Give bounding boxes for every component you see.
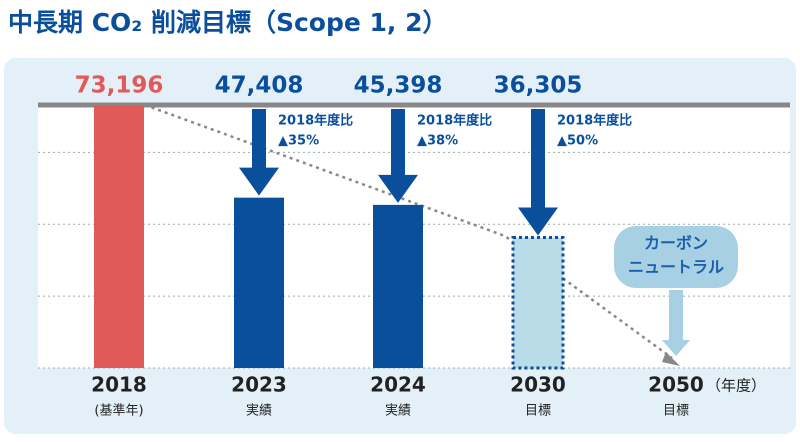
annotation: ▲35% — [278, 134, 319, 149]
bar — [511, 236, 565, 370]
x-sublabel: 目標 — [663, 404, 689, 419]
reduction-arrow — [378, 109, 418, 203]
badge-text: カーボン — [644, 234, 708, 253]
x-tick-label: 2024 — [370, 373, 426, 397]
badge-arrow — [662, 290, 690, 356]
bar — [94, 105, 144, 368]
badge-text: ニュートラル — [628, 258, 724, 277]
x-tick-label: 2030 — [510, 373, 566, 397]
x-sublabel: 実績 — [246, 403, 272, 419]
annotation: 2018年度比 — [278, 113, 353, 129]
value-label: 73,196 — [75, 73, 164, 99]
x-sublabel: 実績 — [385, 403, 411, 419]
x-sublabel: 目標 — [525, 404, 551, 419]
value-label: 45,398 — [354, 73, 443, 99]
chart-title: 中長期 CO₂ 削減目標（Scope 1, 2） — [8, 8, 448, 37]
annotation: ▲38% — [417, 134, 458, 149]
value-label: 36,305 — [494, 73, 583, 99]
x-sublabel: (基準年) — [94, 403, 143, 419]
annotation: 2018年度比 — [417, 113, 492, 129]
x-tick-label: 2050 — [648, 373, 704, 397]
reduction-arrow — [518, 109, 558, 236]
reduction-arrow — [239, 109, 279, 196]
value-label: 47,408 — [215, 73, 304, 99]
x-tick-label: 2018 — [91, 373, 147, 397]
bar — [373, 204, 423, 368]
annotation: 2018年度比 — [557, 113, 632, 129]
bar — [234, 197, 284, 368]
x-tick-label: 2023 — [231, 373, 287, 397]
annotation: ▲50% — [557, 134, 598, 149]
trend-arrowhead — [662, 352, 680, 366]
x-unit: （年度） — [706, 377, 766, 395]
badge — [614, 226, 738, 288]
